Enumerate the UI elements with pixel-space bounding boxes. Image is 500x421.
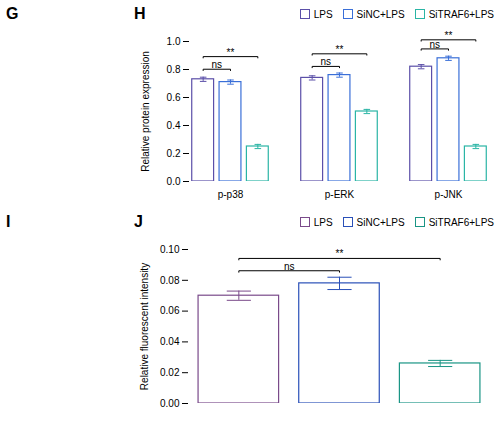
svg-text:p-ERK: p-ERK bbox=[325, 189, 355, 200]
svg-text:0.06: 0.06 bbox=[160, 305, 180, 316]
html-text:G: G bbox=[6, 5, 19, 22]
svg-text:0.4: 0.4 bbox=[167, 120, 181, 131]
svg-text:ns: ns bbox=[430, 39, 441, 50]
html-text:J: J bbox=[134, 213, 143, 230]
svg-text:Relative fluorescent intensity: Relative fluorescent intensity bbox=[139, 263, 150, 390]
svg-text:0.2: 0.2 bbox=[167, 148, 181, 159]
svg-text:p-p38: p-p38 bbox=[218, 189, 244, 200]
svg-text:0.00: 0.00 bbox=[160, 398, 180, 409]
svg-text:Relative protein expression: Relative protein expression bbox=[140, 51, 151, 172]
html-text:SiNC+LPS: SiNC+LPS bbox=[356, 8, 405, 20]
html-text:SiNC+LPS: SiNC+LPS bbox=[356, 216, 405, 228]
html-text:LPS: LPS bbox=[313, 216, 333, 228]
svg-text:1.0: 1.0 bbox=[167, 36, 181, 47]
svg-text:0.6: 0.6 bbox=[167, 92, 181, 103]
svg-text:ns: ns bbox=[284, 261, 295, 272]
html-text:H: H bbox=[134, 5, 146, 22]
svg-text:0.04: 0.04 bbox=[160, 336, 180, 347]
svg-text:0.08: 0.08 bbox=[160, 275, 180, 286]
html-text:SiTRAF6+LPS: SiTRAF6+LPS bbox=[428, 8, 494, 20]
svg-text:**: ** bbox=[227, 47, 235, 58]
svg-text:0.10: 0.10 bbox=[160, 244, 180, 255]
svg-text:0.02: 0.02 bbox=[160, 367, 180, 378]
svg-text:p-JNK: p-JNK bbox=[435, 189, 463, 200]
html-text:SiTRAF6+LPS: SiTRAF6+LPS bbox=[428, 216, 494, 228]
svg-text:0.0: 0.0 bbox=[167, 176, 181, 187]
svg-text:**: ** bbox=[336, 248, 344, 259]
svg-text:**: ** bbox=[336, 44, 344, 55]
svg-text:0.8: 0.8 bbox=[167, 64, 181, 75]
html-text:I: I bbox=[6, 213, 11, 230]
svg-text:ns: ns bbox=[321, 56, 332, 67]
svg-text:**: ** bbox=[445, 30, 453, 41]
svg-text:ns: ns bbox=[212, 59, 223, 70]
html-text:LPS: LPS bbox=[313, 8, 333, 20]
